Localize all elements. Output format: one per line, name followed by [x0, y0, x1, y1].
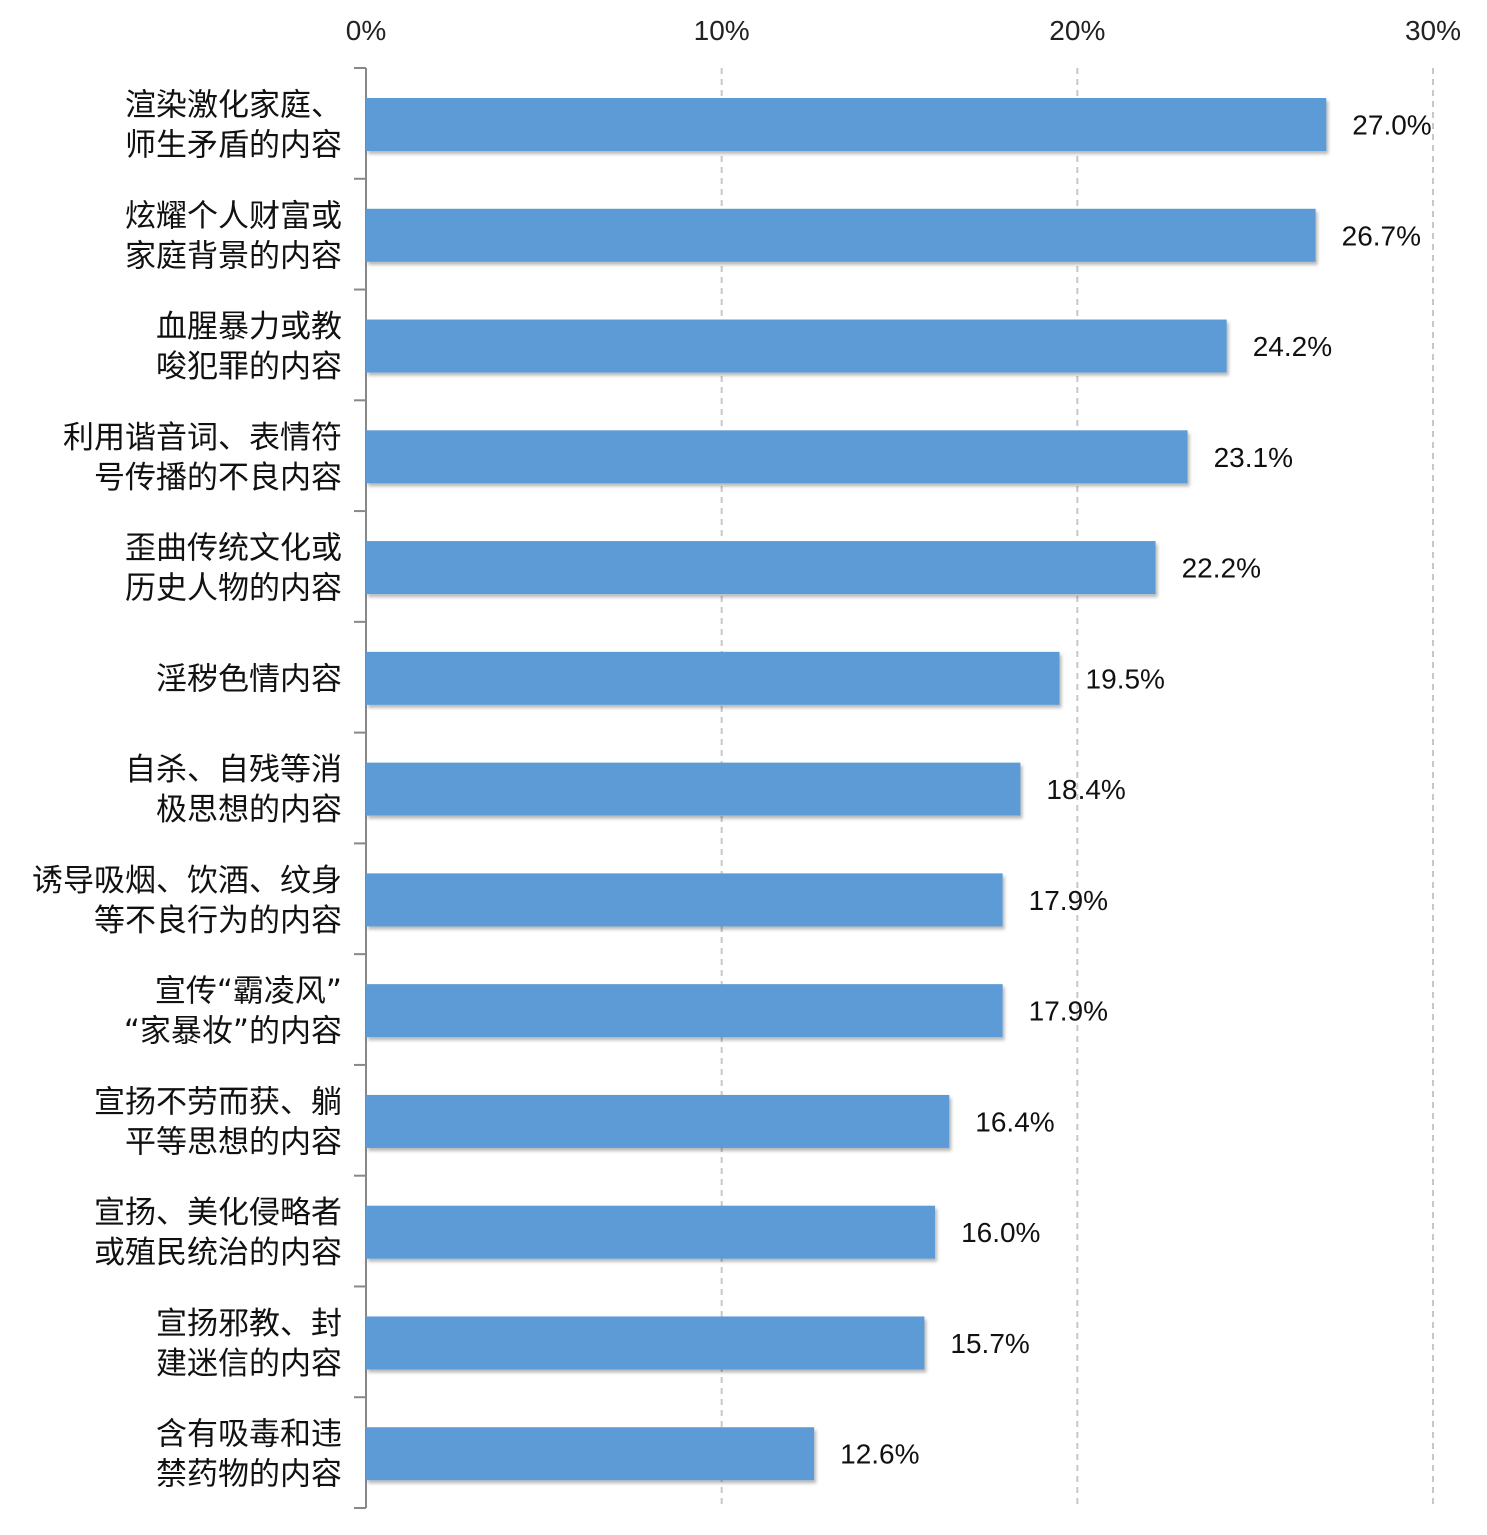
category-label: 建迷信的内容	[156, 1346, 342, 1382]
bar	[366, 541, 1156, 595]
bar	[366, 1427, 815, 1481]
bar	[366, 1205, 936, 1259]
data-label: 17.9%	[1029, 885, 1108, 916]
bars	[366, 98, 1327, 1481]
data-label: 16.0%	[961, 1217, 1040, 1248]
bar	[366, 98, 1327, 151]
bar	[366, 984, 1003, 1038]
bar	[366, 1094, 950, 1148]
x-tick-label: 0%	[346, 15, 386, 46]
labels: 0% 10% 20% 30% 27.0% 渲染激化家庭、师生矛盾的内容 26.7% 炫耀个人财…	[32, 15, 1461, 1493]
category-label: 淫秽色情内容	[156, 661, 342, 697]
category-label: 或殖民统治的内容	[94, 1235, 342, 1271]
category-label: 平等思想的内容	[125, 1124, 342, 1160]
bar	[366, 1316, 925, 1370]
category-label: 利用谐音词、表情符	[63, 420, 342, 456]
data-label: 19.5%	[1086, 663, 1165, 694]
category-label: 血腥暴力或教	[156, 309, 342, 345]
bar	[366, 430, 1188, 484]
x-tick-label: 10%	[694, 15, 750, 46]
bar	[366, 651, 1060, 705]
category-label: 师生矛盾的内容	[125, 128, 342, 164]
data-label: 22.2%	[1182, 553, 1261, 584]
data-label: 18.4%	[1046, 774, 1125, 805]
data-label: 24.2%	[1253, 331, 1332, 362]
bar	[366, 208, 1316, 262]
data-label: 12.6%	[840, 1439, 919, 1470]
bar	[366, 319, 1227, 373]
category-label: 含有吸毒和违	[156, 1417, 342, 1453]
category-label: 宣扬不劳而获、躺	[94, 1084, 342, 1120]
x-tick-label: 20%	[1049, 15, 1105, 46]
data-label: 16.4%	[975, 1106, 1054, 1137]
category-label: 禁药物的内容	[156, 1457, 342, 1493]
bar	[366, 762, 1021, 816]
data-label: 27.0%	[1352, 110, 1431, 141]
category-label: 宣传“霸凌风”	[155, 974, 342, 1010]
category-label: 歪曲传统文化或	[125, 531, 342, 567]
axes	[354, 67, 367, 1509]
category-label: 历史人物的内容	[125, 571, 342, 607]
category-label: 号传播的不良内容	[94, 460, 342, 496]
data-label: 15.7%	[950, 1328, 1029, 1359]
category-label: 自杀、自残等消	[125, 752, 342, 788]
bar	[366, 873, 1003, 927]
category-label: 宣扬邪教、封	[156, 1306, 342, 1342]
category-label: 极思想的内容	[156, 792, 342, 828]
category-label: 炫耀个人财富或	[125, 198, 342, 234]
category-label: 宣扬、美化侵略者	[94, 1195, 342, 1231]
category-label: 渲染激化家庭、	[125, 88, 342, 124]
x-tick-label: 30%	[1405, 15, 1461, 46]
category-label: 家庭背景的内容	[125, 238, 342, 274]
data-label: 23.1%	[1214, 442, 1293, 473]
category-label: 诱导吸烟、饮酒、纹身	[32, 863, 342, 899]
category-label: 等不良行为的内容	[94, 903, 342, 939]
data-label: 17.9%	[1029, 996, 1108, 1027]
category-label: “家暴妆”的内容	[124, 1014, 342, 1050]
category-label: 唆犯罪的内容	[156, 349, 342, 385]
data-label: 26.7%	[1342, 220, 1421, 251]
